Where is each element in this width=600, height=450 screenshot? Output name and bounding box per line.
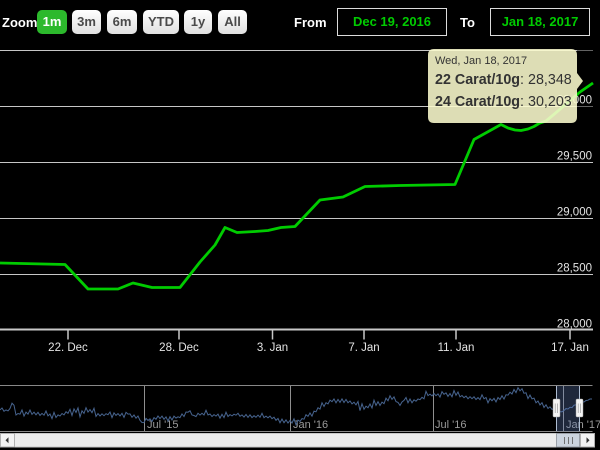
svg-text:17. Jan: 17. Jan — [551, 342, 589, 354]
svg-text:Jan '17: Jan '17 — [566, 419, 600, 431]
svg-text:28,000: 28,000 — [557, 319, 592, 331]
svg-text:22. Dec: 22. Dec — [48, 342, 88, 354]
svg-text:22 Carat/10g: 28,348: 22 Carat/10g: 28,348 — [435, 72, 572, 88]
svg-text:3. Jan: 3. Jan — [257, 342, 288, 354]
svg-text:24 Carat/10g: 30,203: 24 Carat/10g: 30,203 — [435, 94, 572, 110]
svg-text:28. Dec: 28. Dec — [159, 342, 199, 354]
svg-text:28,500: 28,500 — [557, 263, 592, 275]
svg-text:29,000: 29,000 — [557, 207, 592, 219]
svg-text:Jul '16: Jul '16 — [435, 419, 466, 431]
svg-text:Wed, Jan 18, 2017: Wed, Jan 18, 2017 — [435, 55, 527, 67]
svg-text:7. Jan: 7. Jan — [348, 342, 379, 354]
svg-text:11. Jan: 11. Jan — [438, 342, 475, 354]
svg-text:Jan '16: Jan '16 — [293, 419, 328, 431]
svg-text:Jul '15: Jul '15 — [147, 419, 178, 431]
svg-text:29,500: 29,500 — [557, 151, 592, 163]
